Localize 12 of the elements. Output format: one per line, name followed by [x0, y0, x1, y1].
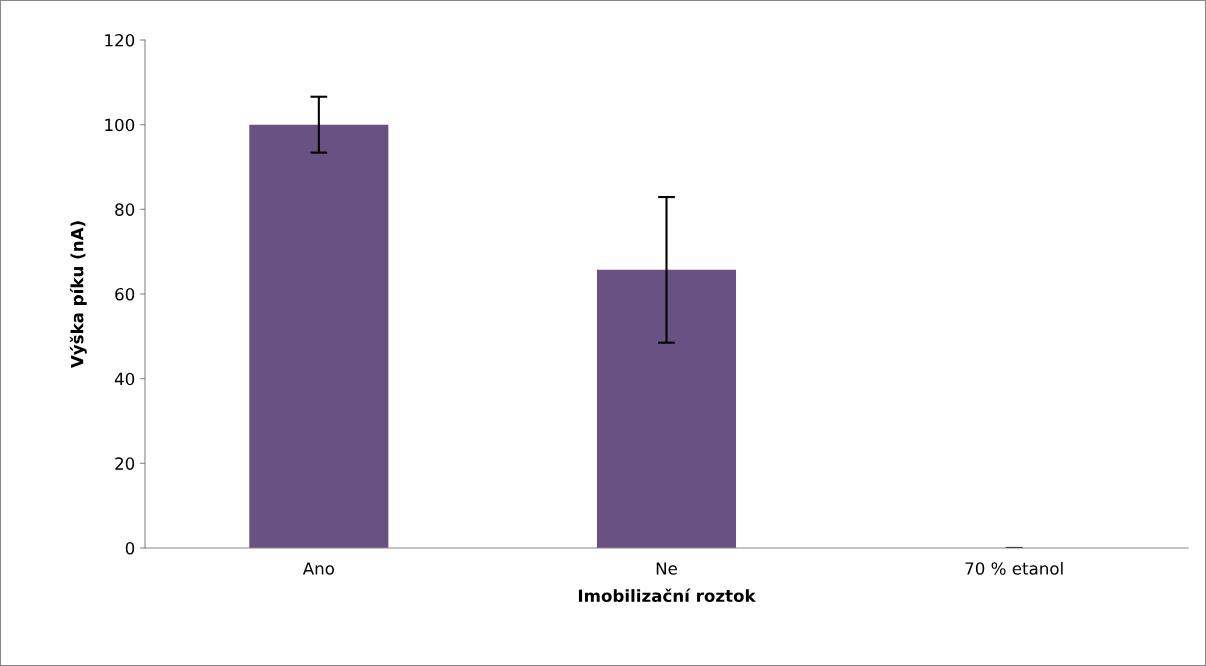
y-tick-label: 60 [115, 287, 135, 301]
y-axis-title: Výška píku (nA) [69, 221, 87, 369]
y-tick-label: 120 [105, 33, 135, 47]
y-tick-label: 20 [115, 457, 135, 470]
x-tick-label: Ano [302, 562, 334, 575]
x-tick-label: Ne [656, 562, 677, 575]
y-tick-label: 0 [125, 541, 135, 555]
x-tick-label: 70 % etanol [965, 561, 1063, 575]
x-axis-title: Imobilizační roztok [578, 588, 756, 603]
y-tick-label: 80 [115, 203, 135, 216]
y-tick-label: 100 [105, 118, 135, 132]
y-tick-label: 40 [114, 372, 135, 386]
